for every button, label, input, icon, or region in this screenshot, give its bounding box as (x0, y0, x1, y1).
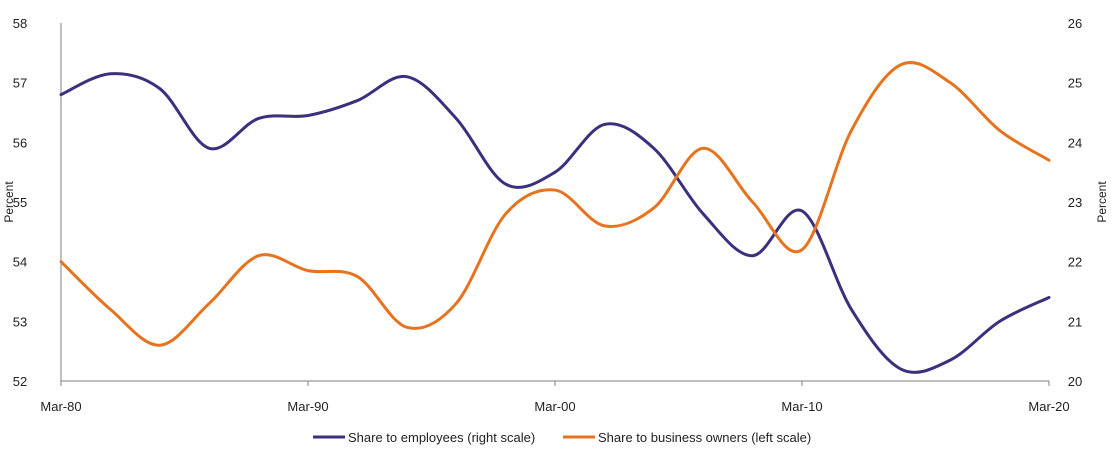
left-y-tick-label: 57 (13, 76, 27, 91)
right-y-tick-label: 22 (1068, 255, 1082, 270)
left-y-tick-label: 54 (13, 255, 27, 270)
legend: Share to employees (right scale) Share to… (313, 430, 811, 445)
legend-label: Share to business owners (left scale) (598, 430, 811, 445)
plot-area (61, 63, 1049, 373)
left-y-tick-label: 52 (13, 374, 27, 389)
x-tick-label: Mar-00 (534, 399, 575, 414)
left-y-tick-label: 58 (13, 16, 27, 31)
series-line-employees (61, 74, 1049, 373)
series-line-business-owners (61, 63, 1049, 346)
right-y-tick-label: 23 (1068, 195, 1082, 210)
right-y-axis-title: Percent (1095, 181, 1109, 223)
right-y-tick-label: 24 (1068, 135, 1082, 150)
left-y-axis-title: Percent (2, 181, 16, 223)
right-y-tick-label: 21 (1068, 314, 1082, 329)
x-tick-label: Mar-10 (781, 399, 822, 414)
right-y-tick-label: 25 (1068, 76, 1082, 91)
legend-label: Share to employees (right scale) (348, 430, 535, 445)
x-tick-label: Mar-20 (1028, 399, 1069, 414)
x-tick-label: Mar-80 (40, 399, 81, 414)
right-y-tick-label: 20 (1068, 374, 1082, 389)
left-y-tick-label: 53 (13, 314, 27, 329)
x-tick-label: Mar-90 (287, 399, 328, 414)
right-y-tick-label: 26 (1068, 16, 1082, 31)
left-y-tick-label: 56 (13, 135, 27, 150)
